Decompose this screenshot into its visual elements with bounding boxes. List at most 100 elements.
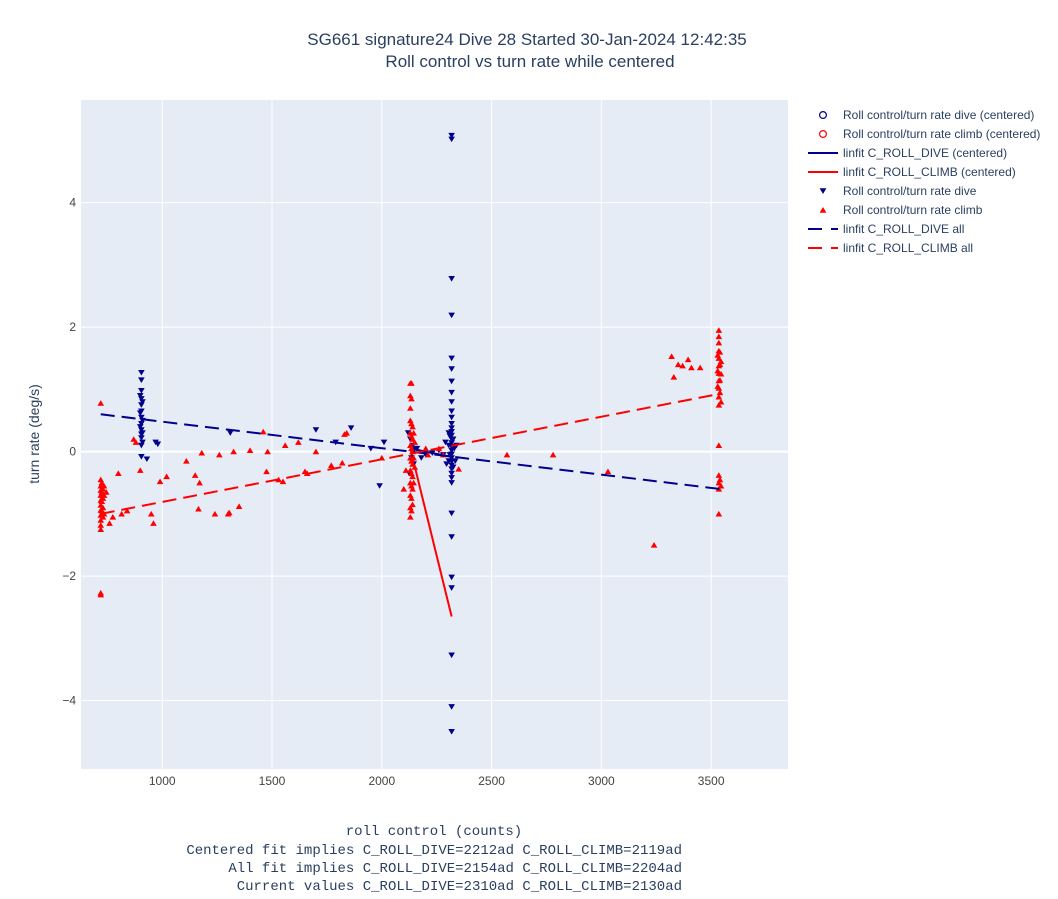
- data-point: [448, 389, 455, 396]
- data-point: [138, 387, 145, 394]
- legend-swatch-marker: [819, 188, 827, 195]
- fit-note-all: All fit implies C_ROLL_DIVE=2154ad C_ROL…: [228, 861, 682, 877]
- data-point: [679, 362, 686, 369]
- data-point: [715, 339, 723, 346]
- legend-item[interactable]: Roll control/turn rate dive (centered): [818, 108, 1035, 122]
- data-point: [446, 452, 454, 458]
- data-point: [312, 427, 320, 433]
- legend-label: linfit C_ROLL_CLIMB all: [843, 241, 973, 255]
- data-point: [448, 378, 455, 385]
- data-point: [714, 367, 722, 374]
- series-5: [97, 327, 725, 598]
- legend-label: linfit C_ROLL_CLIMB (centered): [843, 165, 1016, 179]
- data-point: [191, 472, 199, 478]
- legend-label: Roll control/turn rate dive (centered): [843, 108, 1034, 122]
- data-point: [409, 473, 416, 480]
- data-point: [97, 526, 105, 533]
- legend-item[interactable]: linfit C_ROLL_CLIMB all: [808, 241, 973, 255]
- x-tick-label: 2000: [368, 774, 395, 788]
- data-point: [295, 439, 302, 445]
- x-tick-label: 3000: [588, 774, 615, 788]
- data-point: [674, 361, 682, 368]
- data-point: [123, 507, 131, 514]
- data-point: [448, 399, 455, 405]
- legend-label: Roll control/turn rate dive: [843, 184, 977, 198]
- data-point: [225, 509, 233, 516]
- x-tick-label: 3500: [698, 774, 725, 788]
- legend-item[interactable]: Roll control/turn rate climb: [819, 203, 983, 217]
- data-point: [138, 435, 145, 441]
- data-point: [138, 414, 145, 421]
- data-point: [418, 455, 425, 461]
- data-point: [136, 392, 144, 399]
- data-point: [448, 534, 455, 540]
- data-point: [448, 312, 455, 319]
- data-point: [716, 361, 724, 368]
- data-point: [717, 370, 725, 377]
- data-point: [408, 380, 415, 386]
- y-axis-label: turn rate (deg/s): [26, 384, 42, 484]
- data-point: [715, 442, 723, 449]
- legend-item[interactable]: Roll control/turn rate climb (centered): [818, 127, 1041, 141]
- data-point: [715, 333, 723, 340]
- x-tick-label: 1500: [259, 774, 286, 788]
- data-point: [409, 485, 416, 492]
- data-point: [717, 358, 725, 365]
- data-point: [452, 458, 459, 464]
- fit-line: [409, 448, 453, 617]
- data-point: [99, 495, 107, 501]
- data-point: [109, 513, 117, 520]
- data-point: [442, 439, 449, 446]
- legend-item[interactable]: linfit C_ROLL_DIVE all: [808, 222, 964, 236]
- x-tick-label: 2500: [478, 774, 505, 788]
- data-point: [211, 510, 219, 517]
- plot-area: [81, 100, 788, 769]
- legend-item[interactable]: linfit C_ROLL_DIVE (centered): [808, 146, 1007, 160]
- data-point: [97, 591, 105, 598]
- data-point: [138, 377, 145, 384]
- data-point: [259, 428, 267, 435]
- data-point: [136, 410, 144, 416]
- data-point: [422, 445, 430, 452]
- data-point: [448, 510, 455, 517]
- fit-note-centered: Centered fit implies C_ROLL_DIVE=2212ad …: [186, 843, 682, 859]
- data-point: [429, 450, 436, 456]
- data-point: [410, 479, 417, 486]
- legend-item[interactable]: Roll control/turn rate dive: [819, 184, 977, 198]
- data-point: [216, 451, 223, 458]
- data-point: [684, 356, 692, 363]
- legend-label: linfit C_ROLL_DIVE all: [843, 222, 964, 236]
- data-point: [717, 482, 725, 489]
- data-point: [650, 541, 658, 548]
- data-point: [400, 485, 408, 492]
- data-point: [99, 485, 107, 492]
- data-point: [604, 468, 612, 475]
- data-point: [448, 475, 455, 481]
- data-point: [227, 430, 234, 436]
- data-point: [446, 433, 454, 440]
- legend-item[interactable]: linfit C_ROLL_CLIMB (centered): [808, 165, 1016, 179]
- data-point: [448, 275, 455, 282]
- legend: Roll control/turn rate dive (centered) Ro…: [808, 108, 1040, 255]
- data-point: [448, 480, 455, 486]
- data-point: [230, 448, 237, 455]
- y-tick-label: 2: [69, 320, 76, 334]
- legend-label: linfit C_ROLL_DIVE (centered): [843, 146, 1007, 160]
- data-point: [714, 383, 722, 389]
- data-point: [455, 466, 462, 472]
- x-axis-label: roll control (counts): [346, 824, 522, 840]
- data-point: [147, 510, 155, 517]
- data-point: [716, 349, 724, 355]
- data-point: [448, 652, 455, 659]
- data-point: [343, 429, 350, 436]
- data-point: [154, 441, 162, 448]
- data-point: [376, 483, 383, 489]
- data-point: [380, 439, 388, 446]
- data-point: [138, 369, 145, 376]
- data-point: [411, 464, 419, 470]
- fit-line: [100, 392, 721, 515]
- data-point: [424, 451, 432, 458]
- data-point: [98, 498, 106, 505]
- data-point: [714, 352, 722, 358]
